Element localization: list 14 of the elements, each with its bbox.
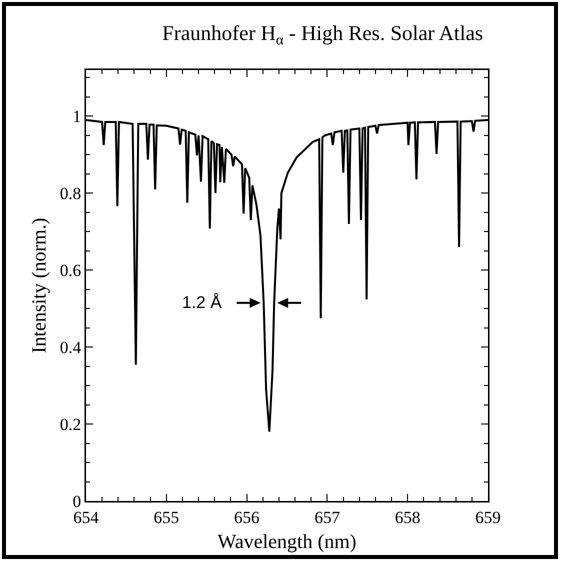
y-tick-label: 0.8 [60, 184, 82, 204]
y-tick-label: 1 [72, 107, 82, 126]
x-tick-label: 657 [314, 508, 340, 527]
chart-title: Fraunhofer H$_{α}$ - High Res. Solar Atlas [162, 21, 484, 49]
x-tick-label: 656 [234, 508, 260, 527]
y-tick-label: 0.2 [60, 414, 82, 434]
x-tick-label: 655 [154, 508, 180, 527]
y-axis-title: Intensity (norm.) [28, 218, 51, 354]
x-tick-label: 659 [475, 508, 501, 527]
y-tick-label: 0.6 [60, 261, 82, 280]
x-tick-label: 658 [394, 508, 420, 527]
y-tick-label: 0.4 [60, 338, 82, 358]
annotation: 1.2 Å [182, 293, 222, 312]
x-axis-title: Wavelength (nm) [218, 531, 356, 554]
